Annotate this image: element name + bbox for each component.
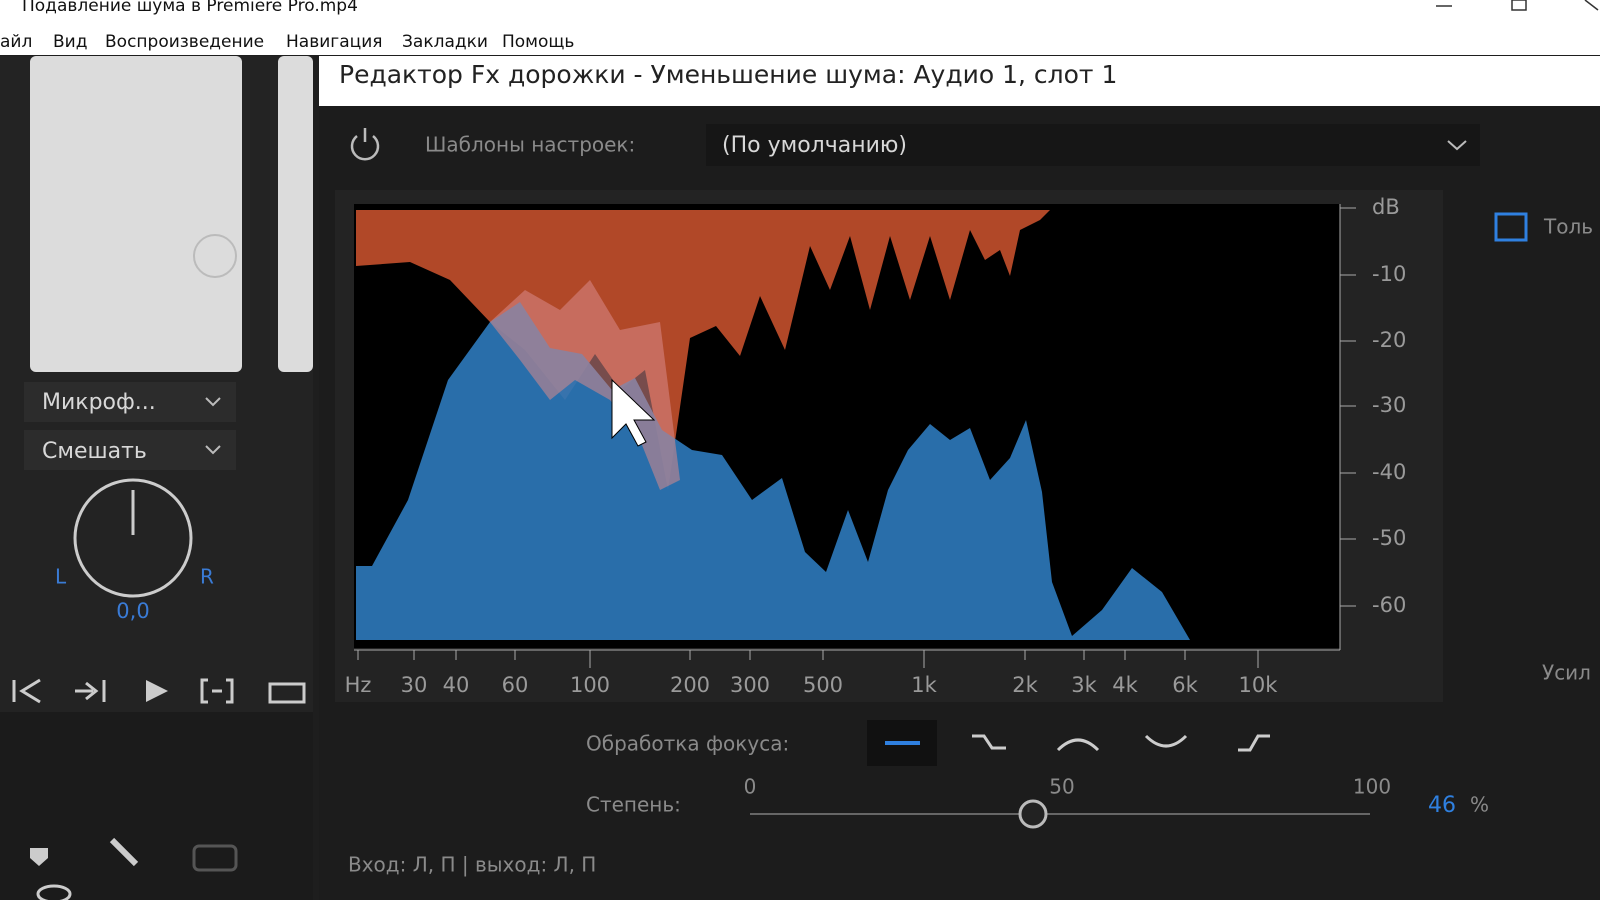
- checkbox-label: Толь: [1543, 215, 1593, 239]
- input-dropdown[interactable]: [24, 382, 236, 422]
- hz-label: 30: [401, 673, 428, 697]
- hz-label: 100: [570, 673, 610, 697]
- hz-label: 200: [670, 673, 710, 697]
- db-label: -50: [1372, 526, 1406, 550]
- mode-dropdown[interactable]: [24, 430, 236, 470]
- focus-label: Обработка фокуса:: [586, 732, 789, 756]
- presets-label: Шаблоны настроек:: [425, 133, 635, 157]
- db-label: dB: [1372, 195, 1400, 219]
- preset-value: (По умолчанию): [722, 133, 907, 158]
- menu-item[interactable]: Вид: [53, 32, 87, 52]
- db-label: -20: [1372, 328, 1406, 352]
- cc-icon[interactable]: [192, 844, 238, 872]
- hz-label: 4k: [1112, 673, 1138, 697]
- title-bar: [0, 0, 1600, 55]
- cursor: [611, 378, 656, 447]
- fader-handle[interactable]: [193, 234, 237, 278]
- transport-controls[interactable]: [12, 678, 306, 704]
- menu-item[interactable]: айл: [0, 32, 32, 52]
- hz-label: 60: [502, 673, 529, 697]
- hz-label: 6k: [1172, 673, 1198, 697]
- fader-panel: [30, 56, 242, 372]
- pan-knob[interactable]: [73, 478, 193, 598]
- slider-knob[interactable]: [1018, 799, 1048, 829]
- editor-title-bar: [319, 56, 1600, 106]
- hz-label: 1k: [911, 673, 937, 697]
- hz-label: 500: [803, 673, 843, 697]
- noise-profile: [356, 210, 1050, 490]
- db-label: -30: [1372, 393, 1406, 417]
- amount-label: Степень:: [586, 793, 681, 817]
- eye-icon[interactable]: [36, 884, 72, 900]
- pan-value: 0,0: [116, 599, 149, 623]
- chevron: [1447, 140, 1467, 151]
- fader-panel-2: [278, 56, 313, 372]
- pan-right: R: [200, 565, 214, 589]
- amount-unit: %: [1470, 793, 1489, 817]
- input-dropdown-text: Микроф...: [42, 390, 156, 415]
- editor-title: Редактор Fx дорожки - Уменьшение шума: А…: [339, 60, 1117, 89]
- window-controls[interactable]: [1436, 0, 1599, 11]
- menu-item[interactable]: Закладки: [402, 32, 488, 52]
- hz-label: 3k: [1071, 673, 1097, 697]
- wrench-icon[interactable]: [109, 837, 139, 867]
- side-label: Усил: [1542, 661, 1591, 685]
- hz-label: 2k: [1012, 673, 1038, 697]
- tools-area: [0, 712, 313, 900]
- menu-bar: айл Вид Воспроизведение Навигация Закладки По…: [0, 32, 574, 52]
- window-title: Подавление шума в Premiere Pro.mp4: [22, 0, 358, 16]
- db-label: -10: [1372, 262, 1406, 286]
- mode-dropdown-text: Смешать: [42, 439, 147, 464]
- io-label: Вход: Л, П | выход: Л, П: [348, 853, 596, 877]
- marker-icon[interactable]: [30, 848, 48, 866]
- chevron: [205, 445, 221, 455]
- hz-label: 40: [443, 673, 470, 697]
- preset-dropdown[interactable]: [706, 124, 1480, 166]
- menu-item[interactable]: Воспроизведение: [105, 32, 264, 52]
- hz-label: Hz: [345, 673, 372, 697]
- checkbox[interactable]: [1494, 212, 1528, 242]
- focus-options[interactable]: [972, 734, 1270, 752]
- power-button[interactable]: [350, 128, 380, 161]
- slider-min: 0: [744, 775, 757, 799]
- amount-value[interactable]: 46: [1428, 793, 1456, 818]
- db-label: -60: [1372, 593, 1406, 617]
- hz-label: 300: [730, 673, 770, 697]
- hz-label: 10k: [1239, 673, 1279, 697]
- slider-max: 100: [1353, 775, 1391, 799]
- chevron: [205, 397, 221, 407]
- overlap-region: [490, 280, 680, 490]
- menu-item[interactable]: Помощь: [502, 32, 574, 52]
- menu-item[interactable]: Навигация: [286, 32, 382, 52]
- slider-mid: 50: [1049, 775, 1074, 799]
- pan-left: L: [55, 565, 67, 589]
- db-label: -40: [1372, 460, 1406, 484]
